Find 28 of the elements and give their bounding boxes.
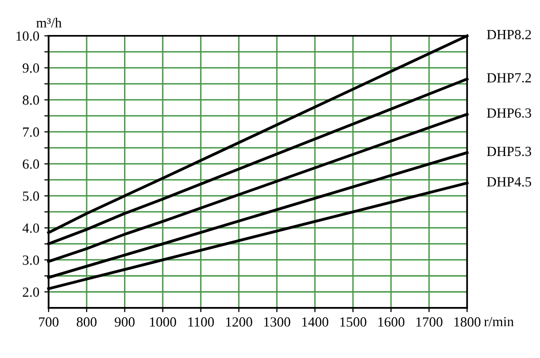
y-axis-title: m³/h (36, 18, 62, 28)
y-tick-label: 5.0 (23, 191, 40, 201)
x-tick-label: 1000 (150, 317, 176, 327)
y-tick-label: 9.0 (22, 63, 40, 73)
x-tick-label: 1800 (454, 317, 480, 327)
x-tick-label: 1600 (378, 317, 404, 327)
y-tick-label: 7.0 (23, 127, 40, 137)
x-tick-label: 900 (114, 317, 135, 327)
x-tick-label: 1200 (226, 317, 252, 327)
y-tick-label: 6.0 (22, 159, 40, 169)
x-tick-label: 1700 (416, 317, 442, 327)
y-tick-label: 2.0 (22, 287, 40, 297)
series-label: DHP6.3 (486, 108, 532, 118)
y-tick-label: 10.0 (16, 31, 40, 41)
series-label: DHP7.2 (486, 73, 531, 83)
x-axis-title: r/min (484, 316, 514, 326)
x-tick-label: 1100 (188, 317, 214, 327)
series-label: DHP8.2 (486, 30, 531, 40)
x-tick-label: 1400 (302, 317, 328, 327)
y-tick-label: 3.0 (22, 255, 40, 265)
series-label: DHP5.3 (486, 146, 532, 156)
x-tick-label: 1500 (340, 317, 366, 327)
series-label: DHP4.5 (486, 177, 532, 187)
x-tick-label: 800 (76, 317, 97, 327)
y-tick-label: 4.0 (22, 223, 40, 233)
x-tick-label: 700 (39, 317, 58, 327)
y-tick-label: 8.0 (22, 95, 40, 105)
x-tick-label: 1300 (264, 317, 290, 327)
